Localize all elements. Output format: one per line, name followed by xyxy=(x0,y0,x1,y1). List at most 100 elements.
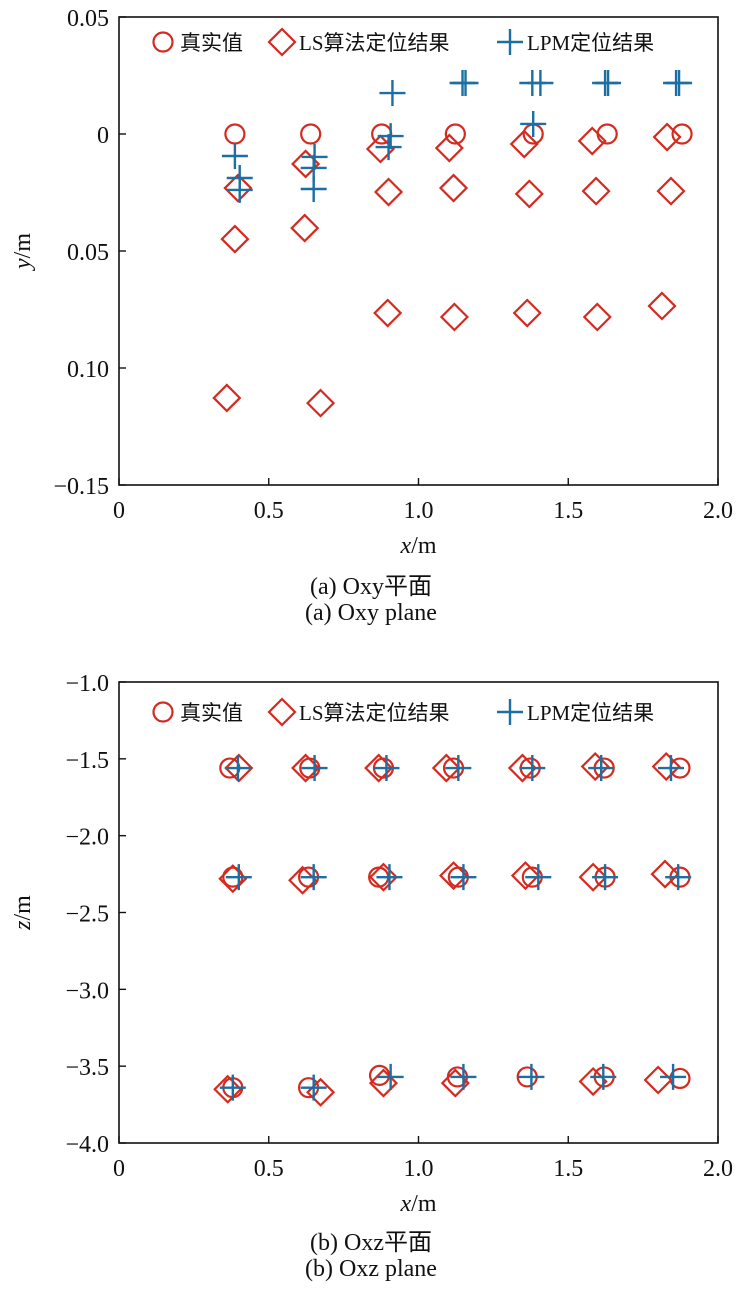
diamond-point xyxy=(373,177,404,207)
legend: 真实值 LS算法定位结果 LPM定位结果 xyxy=(152,697,654,727)
diamond-point xyxy=(368,1068,399,1098)
diamond-point xyxy=(577,126,607,156)
legend-diamond-icon xyxy=(267,697,297,727)
circle-point xyxy=(444,123,466,145)
x-axis-label-var: x xyxy=(400,533,412,559)
legend-label: LS算法定位结果 xyxy=(299,31,450,55)
x-tick-label: 2.0 xyxy=(703,1156,733,1182)
diamond-point xyxy=(213,1074,243,1104)
plus-point xyxy=(373,755,400,782)
diamond-point xyxy=(431,753,461,783)
series-circle xyxy=(219,757,691,1099)
plus-point xyxy=(660,1063,687,1090)
x-tick-label: 1.5 xyxy=(553,1156,583,1182)
diamond-point xyxy=(651,751,681,782)
plus-point xyxy=(590,1063,617,1090)
plus-point xyxy=(657,755,684,782)
legend-label: 真实值 xyxy=(180,31,243,55)
y-axis-label-var: z xyxy=(10,920,36,931)
plus-point xyxy=(301,755,328,782)
caption-b-cn: (b) Oxz平面 xyxy=(310,1230,432,1256)
diamond-point xyxy=(647,291,677,321)
series-plus xyxy=(221,69,693,203)
plus-point xyxy=(665,864,692,891)
plus-point xyxy=(225,864,252,891)
y-tick-label: −2.0 xyxy=(65,825,109,851)
y-tick-label: 0.10 xyxy=(67,357,109,383)
series-diamond xyxy=(212,122,686,418)
legend-label: LS算法定位结果 xyxy=(299,701,450,725)
chart-oxy: 0 0.5 1.0 1.5 2.00.0500.050.10−0.15x/my/m真实值… xyxy=(10,6,733,559)
plus-point xyxy=(592,864,619,891)
diamond-point xyxy=(650,859,680,889)
x-axis-label-unit: /m xyxy=(411,533,437,559)
diamond-point xyxy=(212,383,242,413)
plus-point xyxy=(525,864,552,891)
plus-point xyxy=(300,864,327,891)
diamond-point xyxy=(643,1065,673,1095)
y-tick-label: 0.05 xyxy=(67,6,109,32)
x-axis-label-unit: /m xyxy=(411,1191,437,1217)
plus-point xyxy=(450,1063,477,1090)
diamond-point xyxy=(652,122,682,152)
legend-plus-icon xyxy=(497,699,523,725)
legend: 真实值 LS算法定位结果 LPM定位结果 xyxy=(152,27,654,57)
y-tick-label: 0 xyxy=(97,123,109,149)
plot-frame xyxy=(118,681,719,1144)
y-axis-label: z/m xyxy=(10,895,36,931)
diamond-point xyxy=(581,176,611,206)
plus-point xyxy=(445,755,472,782)
plus-point xyxy=(452,69,479,96)
y-axis-label: y/m xyxy=(10,233,36,271)
plus-point xyxy=(219,1074,246,1101)
plus-point xyxy=(377,123,404,150)
plus-point xyxy=(300,1074,327,1101)
x-tick-label: 0 xyxy=(113,498,125,524)
plus-point xyxy=(375,134,402,161)
y-axis-label-unit: /m xyxy=(10,895,36,921)
caption-a-cn: (a) Oxy平面 xyxy=(310,574,432,600)
plus-point xyxy=(520,110,547,137)
diamond-point xyxy=(582,302,612,332)
y-tick-label: 0.05 xyxy=(67,240,109,266)
plus-point xyxy=(450,864,477,891)
legend-label: LPM定位结果 xyxy=(527,31,654,55)
x-tick-label: 1.0 xyxy=(404,498,434,524)
diamond-point xyxy=(306,1077,336,1107)
x-tick-label: 2.0 xyxy=(703,498,733,524)
x-tick-label: 1.5 xyxy=(553,498,583,524)
x-tick-label: 0.5 xyxy=(254,1156,284,1182)
x-tick-label: 0.5 xyxy=(254,498,284,524)
circle-point xyxy=(224,123,246,145)
y-tick-label: −2.5 xyxy=(65,902,109,928)
plus-point xyxy=(595,69,622,96)
x-axis-label: x/m xyxy=(400,533,437,559)
caption-a-en: (a) Oxy plane xyxy=(305,600,437,626)
diamond-point xyxy=(439,302,469,332)
x-axis-label: x/m xyxy=(400,1191,437,1217)
circle-point xyxy=(671,123,693,145)
circle-point xyxy=(300,123,322,145)
legend-label: 真实值 xyxy=(180,701,243,725)
diamond-point xyxy=(306,388,336,418)
diamond-point xyxy=(434,133,464,163)
diamond-point xyxy=(507,753,537,783)
y-tick-label: −4.0 xyxy=(65,1132,109,1158)
legend-plus-icon xyxy=(497,29,523,55)
diamond-point xyxy=(509,129,539,159)
series-circle xyxy=(224,123,693,145)
diamond-point xyxy=(512,298,542,328)
diamond-point xyxy=(368,862,399,892)
plus-point xyxy=(376,864,403,891)
x-tick-label: 1.0 xyxy=(404,1156,434,1182)
diamond-point xyxy=(218,864,248,894)
y-axis-label-var: y xyxy=(10,258,36,271)
plus-point xyxy=(300,175,327,202)
circle-point xyxy=(596,123,618,145)
y-tick-label: −3.5 xyxy=(65,1055,109,1081)
caption-b-en: (b) Oxz plane xyxy=(305,1256,437,1282)
legend-circle-icon xyxy=(152,701,174,723)
diamond-point xyxy=(656,176,686,206)
y-tick-label: −1.5 xyxy=(65,748,109,774)
